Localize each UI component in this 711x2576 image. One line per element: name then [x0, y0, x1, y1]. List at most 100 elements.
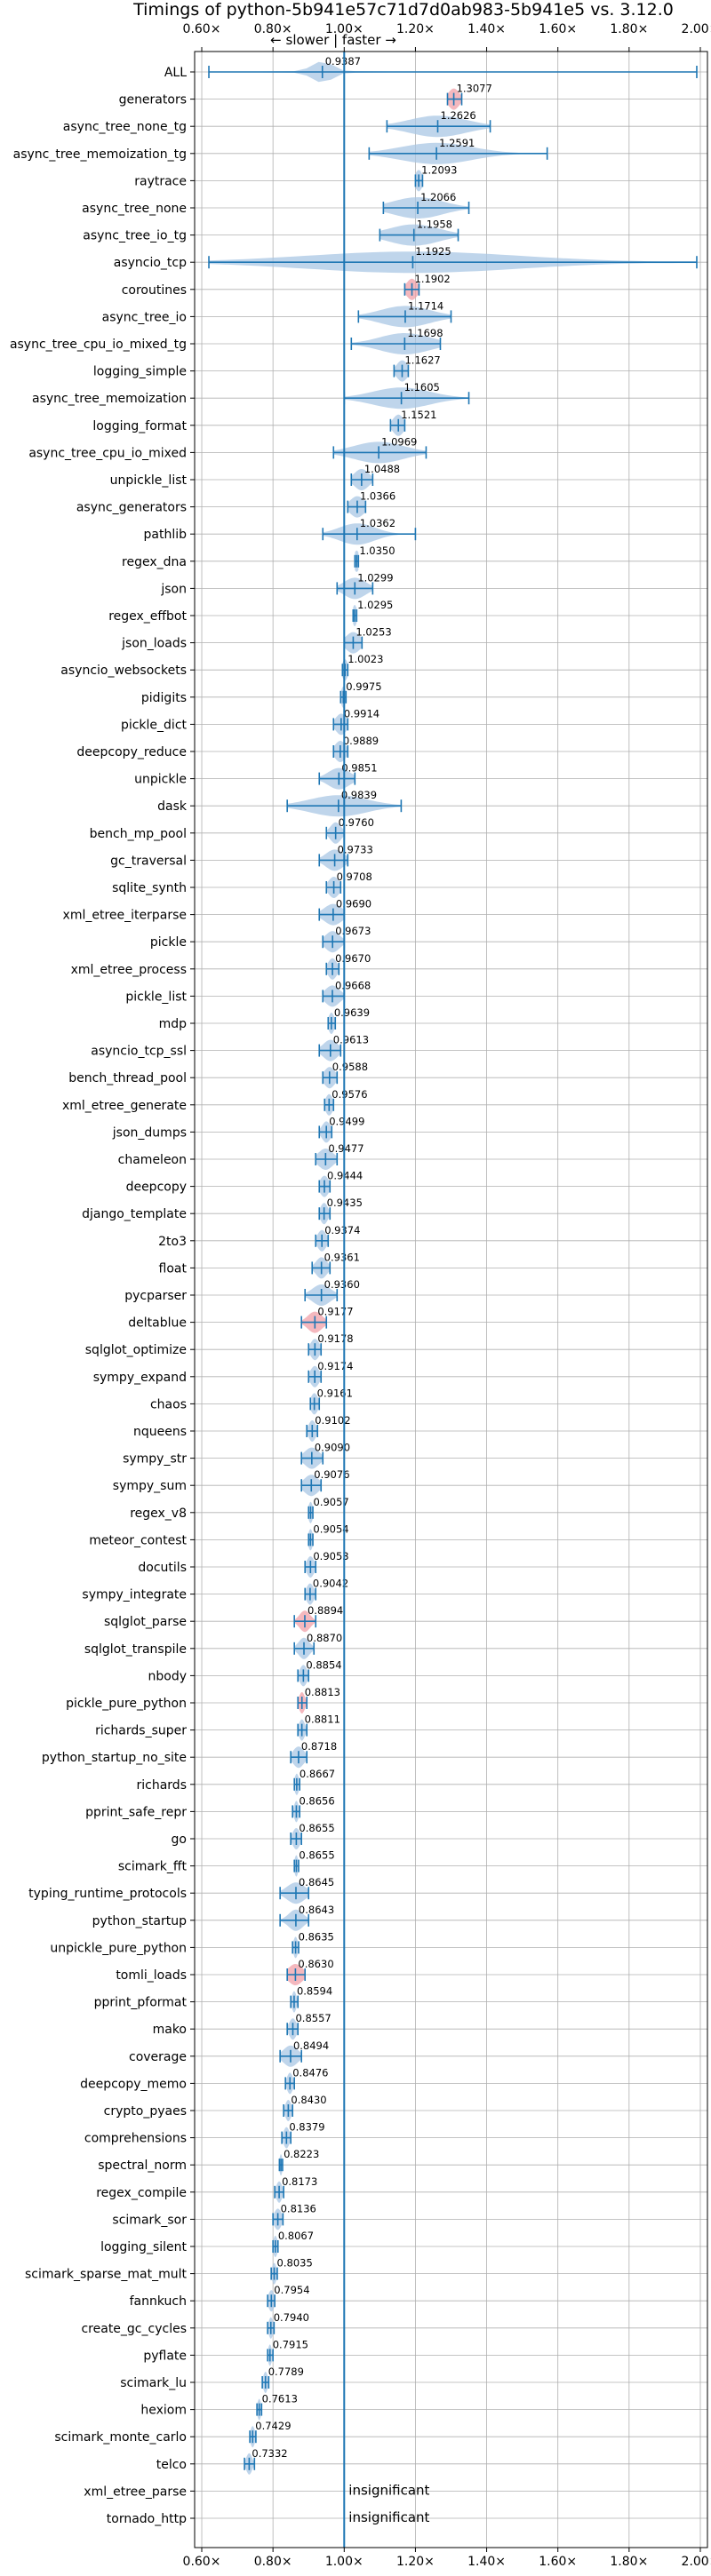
value-label: 0.8630 [298, 1958, 333, 1970]
y-tick-label: regex_dna [122, 555, 187, 569]
value-label: 0.9733 [338, 843, 373, 855]
value-label: 0.8655 [299, 1849, 334, 1862]
value-label: 0.8035 [277, 2257, 313, 2270]
y-tick-label: deltablue [128, 1316, 187, 1331]
y-tick-label: typing_runtime_protocols [28, 1887, 187, 1901]
y-tick-label: scimark_monte_carlo [54, 2430, 187, 2445]
value-label: 1.2066 [420, 191, 456, 203]
value-label: 0.9889 [343, 735, 379, 747]
y-tick-label: async_tree_none [82, 202, 187, 216]
y-tick-label: logging_format [92, 419, 187, 433]
value-label: 0.9360 [324, 1278, 360, 1291]
y-tick-label: xml_etree_parse [84, 2485, 187, 2499]
y-tick-label: 2to3 [158, 1235, 187, 1249]
y-tick-label: bench_thread_pool [68, 1071, 187, 1085]
value-label: 1.3077 [457, 83, 492, 95]
value-label: 0.8430 [291, 2094, 326, 2106]
y-tick-label: float [159, 1261, 188, 1276]
value-label: 0.7429 [255, 2420, 291, 2432]
x-tick-label-bottom: 1.00× [325, 2555, 363, 2569]
value-label: 0.7954 [274, 2284, 309, 2296]
y-tick-label: richards_super [95, 1724, 187, 1738]
y-tick-label: asyncio_websockets [60, 664, 187, 678]
x-tick-label-bottom: 2.00× [682, 2555, 711, 2569]
value-label: 0.8718 [301, 1740, 337, 1753]
y-tick-label: json [160, 582, 187, 596]
x-tick-label-top: 0.80× [254, 22, 292, 36]
value-label: 0.9708 [337, 871, 372, 883]
x-tick-label-bottom: 1.40× [467, 2555, 506, 2569]
value-label: 1.0023 [348, 653, 383, 665]
y-tick-label: sqlglot_parse [104, 1615, 187, 1629]
y-tick-label: chameleon [118, 1153, 187, 1167]
y-tick-label: coverage [129, 2050, 187, 2064]
x-tick-label-bottom: 0.60× [183, 2555, 221, 2569]
y-tick-label: gc_traversal [110, 854, 187, 868]
value-label: 0.8136 [281, 2202, 316, 2214]
value-label: 1.1958 [417, 219, 452, 231]
y-tick-label: bench_mp_pool [90, 827, 187, 841]
value-label: 0.8643 [299, 1904, 334, 1916]
label-layer: 0.9387 1.3077 1.2626 1.2591 1.2093 1.2066 1.19… [252, 55, 491, 2525]
y-tick-label: deepcopy_memo [80, 2077, 187, 2091]
value-label: 0.9839 [341, 789, 377, 801]
y-tick-label: unpickle_pure_python [50, 1941, 187, 1955]
value-label: 0.8894 [308, 1604, 343, 1617]
y-tick-label: logging_silent [100, 2240, 187, 2254]
value-label: 0.8494 [293, 2039, 329, 2052]
value-label: 1.0299 [357, 571, 393, 584]
y-tick-label: unpickle_list [110, 473, 188, 488]
y-tick-label: python_startup_no_site [42, 1751, 187, 1765]
value-label: 0.8854 [306, 1658, 341, 1671]
value-label: 1.0350 [359, 545, 395, 557]
value-label: 0.8811 [305, 1713, 340, 1726]
y-tick-label: async_tree_cpu_io_mixed_tg [10, 338, 187, 352]
value-label: 1.0253 [356, 626, 391, 639]
y-tick-label: pathlib [144, 528, 188, 542]
value-label: 0.9576 [332, 1088, 367, 1101]
y-tick-label: regex_v8 [130, 1507, 187, 1521]
value-label: 0.9668 [335, 979, 371, 991]
y-tick-label: dask [157, 799, 188, 814]
value-label: 1.2626 [441, 109, 476, 122]
x-tick-label-top: 1.40× [467, 22, 506, 36]
value-label: 0.9639 [334, 1006, 370, 1019]
chart-title: Timings of python-5b941e57c71d7d0ab983-5… [132, 0, 674, 20]
y-tick-label: sqlite_synth [112, 881, 187, 895]
y-tick-label: async_tree_memoization [32, 392, 187, 406]
y-tick-label: scimark_lu [120, 2376, 187, 2390]
y-tick-label: comprehensions [84, 2132, 187, 2146]
y-tick-label: pprint_pformat [94, 1996, 188, 2010]
y-tick-label: telco [156, 2458, 187, 2472]
insignificant-label: insignificant [348, 2482, 429, 2498]
value-label: 0.8655 [299, 1822, 334, 1834]
x-tick-label-top: 1.80× [610, 22, 648, 36]
value-label: 0.9054 [313, 1523, 348, 1535]
y-tick-label: sympy_sum [113, 1479, 187, 1493]
y-tick-label: async_tree_memoization_tg [13, 147, 187, 162]
y-tick-label: scimark_sor [112, 2213, 187, 2227]
value-label: 0.9760 [339, 816, 374, 829]
value-label: 0.8813 [305, 1686, 340, 1698]
value-label: 0.7915 [273, 2338, 308, 2350]
y-tick-label: regex_compile [96, 2186, 187, 2200]
value-label: 0.9053 [313, 1550, 348, 1562]
value-label: 0.9387 [325, 55, 361, 68]
y-tick-label: sqlglot_optimize [85, 1343, 187, 1357]
value-label: 0.7613 [262, 2393, 298, 2405]
x-tick-label-bottom: 0.80× [254, 2555, 292, 2569]
insignificant-label: insignificant [348, 2509, 429, 2525]
y-tick-label: spectral_norm [98, 2159, 187, 2173]
y-tick-label: sympy_expand [93, 1371, 187, 1385]
y-tick-label: ALL [164, 66, 187, 80]
y-tick-label: json_dumps [112, 1125, 187, 1140]
x-tick-label-bottom: 1.80× [610, 2555, 648, 2569]
y-tick-label: pprint_safe_repr [85, 1805, 187, 1819]
y-tick-label: logging_simple [93, 365, 187, 379]
value-label: 0.9102 [315, 1414, 350, 1427]
x-tick-label-top: 0.60× [183, 22, 221, 36]
value-label: 0.7789 [268, 2365, 304, 2378]
y-tick-label: hexiom [140, 2404, 187, 2418]
y-tick-label: docutils [138, 1561, 187, 1575]
value-label: 0.8173 [282, 2175, 317, 2188]
